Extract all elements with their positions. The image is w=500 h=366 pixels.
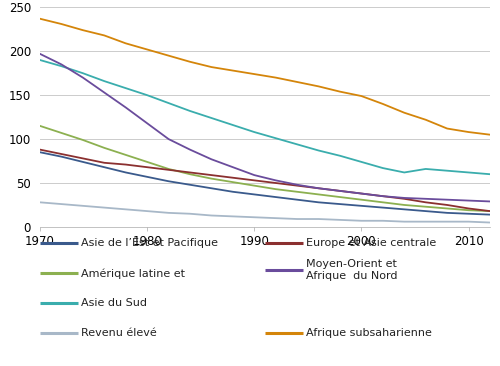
- Text: Revenu élevé: Revenu élevé: [81, 328, 157, 339]
- Text: Europe et Asie centrale: Europe et Asie centrale: [306, 238, 436, 249]
- Text: Asie de l’Est et Pacifique: Asie de l’Est et Pacifique: [81, 238, 218, 249]
- Text: Asie du Sud: Asie du Sud: [81, 298, 147, 309]
- Text: Afrique subsaharienne: Afrique subsaharienne: [306, 328, 432, 339]
- Text: Amérique latine et: Amérique latine et: [81, 268, 185, 279]
- Text: Moyen-Orient et
Afrique  du Nord: Moyen-Orient et Afrique du Nord: [306, 259, 398, 281]
